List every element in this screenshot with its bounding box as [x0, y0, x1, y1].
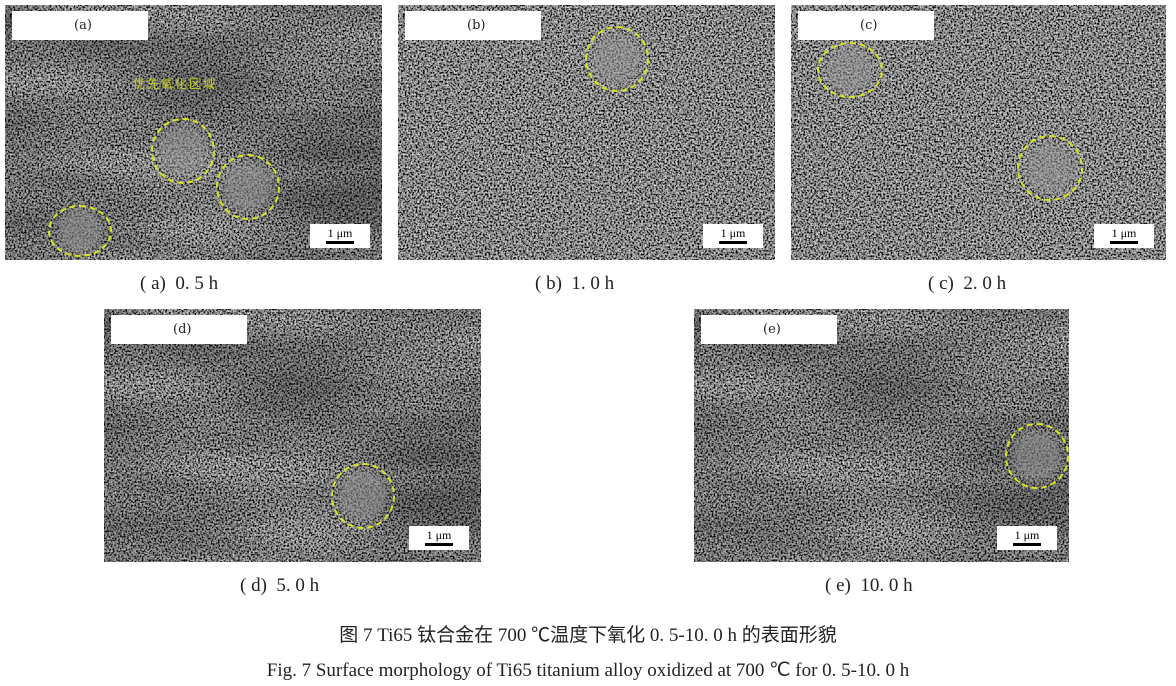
sem-image-e: (e) 1 μm — [694, 309, 1069, 562]
caption-e: ( e) 10. 0 h — [825, 575, 913, 596]
caption-d: ( d) 5. 0 h — [240, 575, 320, 596]
highlight-circle — [48, 205, 112, 257]
highlight-circle — [1017, 135, 1083, 201]
scale-bar: 1 μm — [1094, 224, 1154, 248]
sem-image-c: (c) 1 μm — [791, 5, 1166, 260]
scale-bar: 1 μm — [997, 526, 1057, 550]
caption-c: ( c) 2. 0 h — [928, 273, 1007, 294]
panel-label: (a) — [12, 11, 148, 40]
panel-label: (c) — [798, 11, 934, 40]
caption-b: ( b) 1. 0 h — [535, 273, 615, 294]
panel-label: (d) — [111, 315, 247, 344]
highlight-circle — [585, 26, 649, 92]
panel-label: (e) — [701, 315, 837, 344]
scale-bar: 1 μm — [703, 224, 763, 248]
sem-image-a: (a) 优先氧化区域 1 μm — [5, 5, 382, 260]
oxidation-region-annotation: 优先氧化区域 — [133, 77, 218, 91]
highlight-circle — [1005, 423, 1069, 489]
sem-image-b: (b) 1 μm — [398, 5, 775, 260]
highlight-circle — [151, 118, 215, 184]
caption-a: ( a) 0. 5 h — [140, 273, 219, 294]
scale-bar: 1 μm — [310, 224, 370, 248]
figure-caption-english: Fig. 7 Surface morphology of Ti65 titani… — [266, 660, 910, 681]
highlight-circle — [331, 463, 395, 529]
sem-image-d: (d) 1 μm — [104, 309, 481, 562]
scale-bar: 1 μm — [409, 526, 469, 550]
figure-caption-chinese: 图 7 Ti65 钛合金在 700 ℃温度下氧化 0. 5-10. 0 h 的表… — [339, 625, 837, 646]
highlight-circle — [216, 154, 280, 220]
highlight-circle — [817, 42, 883, 98]
panel-label: (b) — [405, 11, 541, 40]
